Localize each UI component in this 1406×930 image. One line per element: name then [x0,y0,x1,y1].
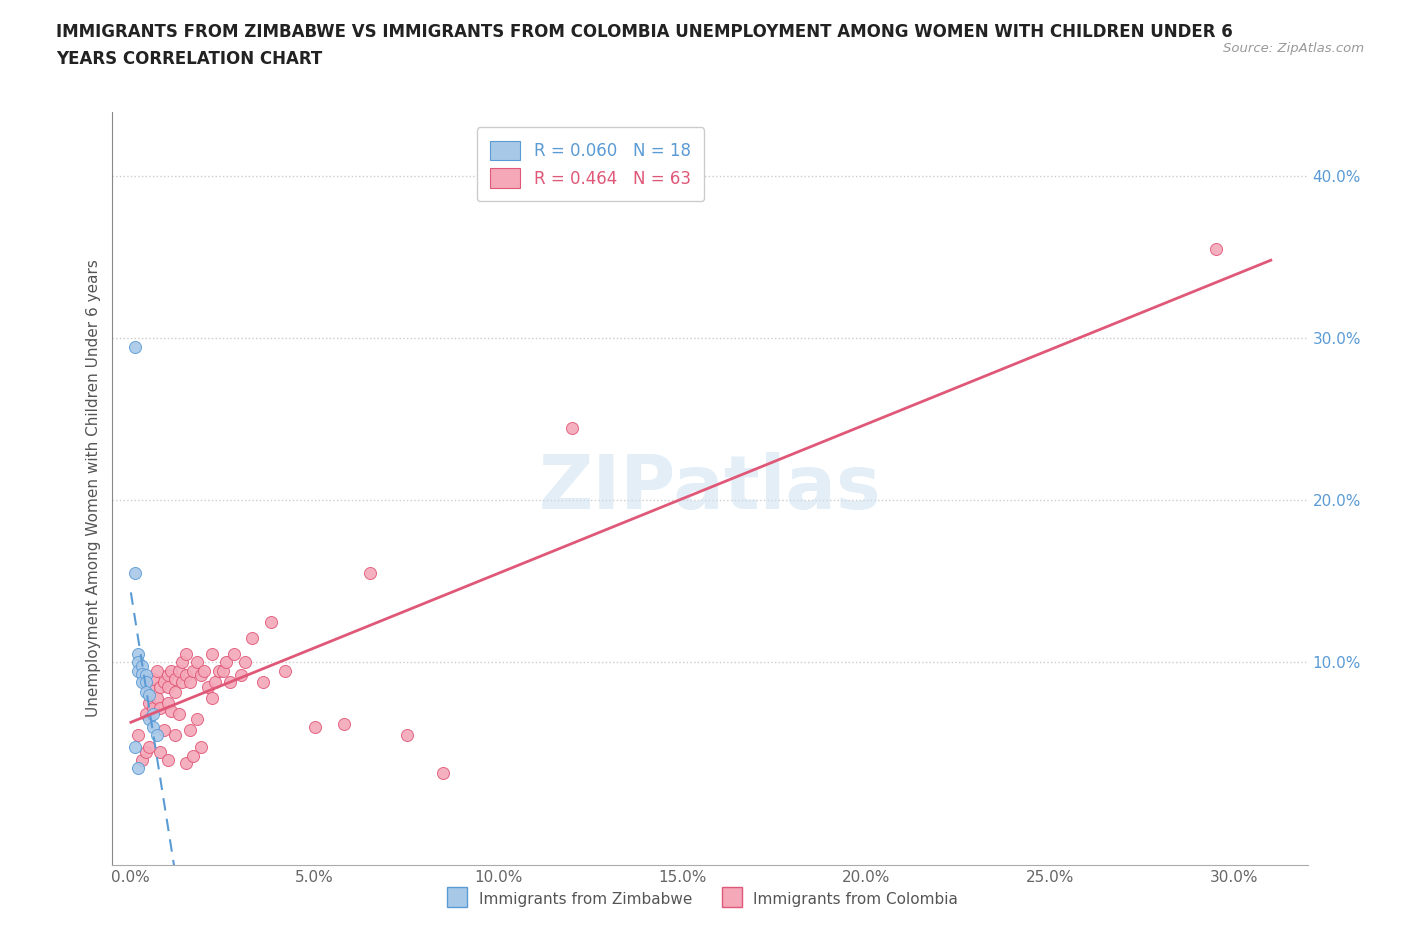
Point [172,674,194,689]
Point [304,720,326,735]
Point [127,760,149,775]
Point [127,728,149,743]
Point [183,663,205,678]
Point [219,674,242,689]
Point [186,655,208,670]
Point [124,565,146,580]
Point [193,663,215,678]
Point [142,700,165,715]
Point [174,755,197,770]
Point [142,707,165,722]
Point [153,723,176,737]
Text: IMMIGRANTS FROM ZIMBABWE VS IMMIGRANTS FROM COLOMBIA UNEMPLOYMENT AMONG WOMEN WI: IMMIGRANTS FROM ZIMBABWE VS IMMIGRANTS F… [56,23,1233,68]
Point [135,707,157,722]
Point [124,739,146,754]
Point [233,655,256,670]
Point [167,663,190,678]
Point [222,647,245,662]
Point [201,691,224,706]
Point [131,658,153,673]
Point [190,668,212,683]
Point [252,674,274,689]
Point [231,668,253,683]
Point [142,671,165,686]
Point [183,749,205,764]
Point [135,674,157,689]
Point [160,663,183,678]
Point [179,674,201,689]
Point [149,744,172,759]
Point [127,655,149,670]
Point [135,684,157,699]
Point [149,700,172,715]
Point [149,679,172,694]
Point [432,765,454,780]
Point [124,339,146,354]
Point [131,674,153,689]
Point [179,723,201,737]
Legend: R = 0.060   N = 18, R = 0.464   N = 63: R = 0.060 N = 18, R = 0.464 N = 63 [477,127,704,201]
Point [197,679,219,694]
Point [131,752,153,767]
Point [211,663,233,678]
Point [138,739,160,754]
Point [163,728,186,743]
Point [138,696,160,711]
Point [138,679,160,694]
Point [172,655,194,670]
Point [145,728,167,743]
Point [127,647,149,662]
Point [160,704,183,719]
Point [204,674,226,689]
Point [167,707,190,722]
Point [145,691,167,706]
Point [135,744,157,759]
Point [333,716,356,731]
Point [174,647,197,662]
Point [395,728,418,743]
Point [561,420,583,435]
Point [174,668,197,683]
Point [274,663,297,678]
Point [163,684,186,699]
Point [153,674,176,689]
Point [186,711,208,726]
Y-axis label: Unemployment Among Women with Children Under 6 years: Unemployment Among Women with Children U… [86,259,101,717]
Point [135,668,157,683]
Point [190,739,212,754]
Point [359,565,381,580]
Point [208,663,231,678]
Point [145,663,167,678]
Text: Source: ZipAtlas.com: Source: ZipAtlas.com [1223,42,1364,55]
Point [156,696,179,711]
Legend: Immigrants from Zimbabwe, Immigrants from Colombia: Immigrants from Zimbabwe, Immigrants fro… [441,884,965,913]
Point [156,668,179,683]
Point [138,711,160,726]
Point [156,679,179,694]
Point [215,655,238,670]
Point [1205,242,1227,257]
Text: ZIPatlas: ZIPatlas [538,452,882,525]
Point [142,720,165,735]
Point [131,666,153,681]
Point [138,687,160,702]
Point [201,647,224,662]
Point [240,631,263,645]
Point [259,615,281,630]
Point [127,663,149,678]
Point [163,671,186,686]
Point [156,752,179,767]
